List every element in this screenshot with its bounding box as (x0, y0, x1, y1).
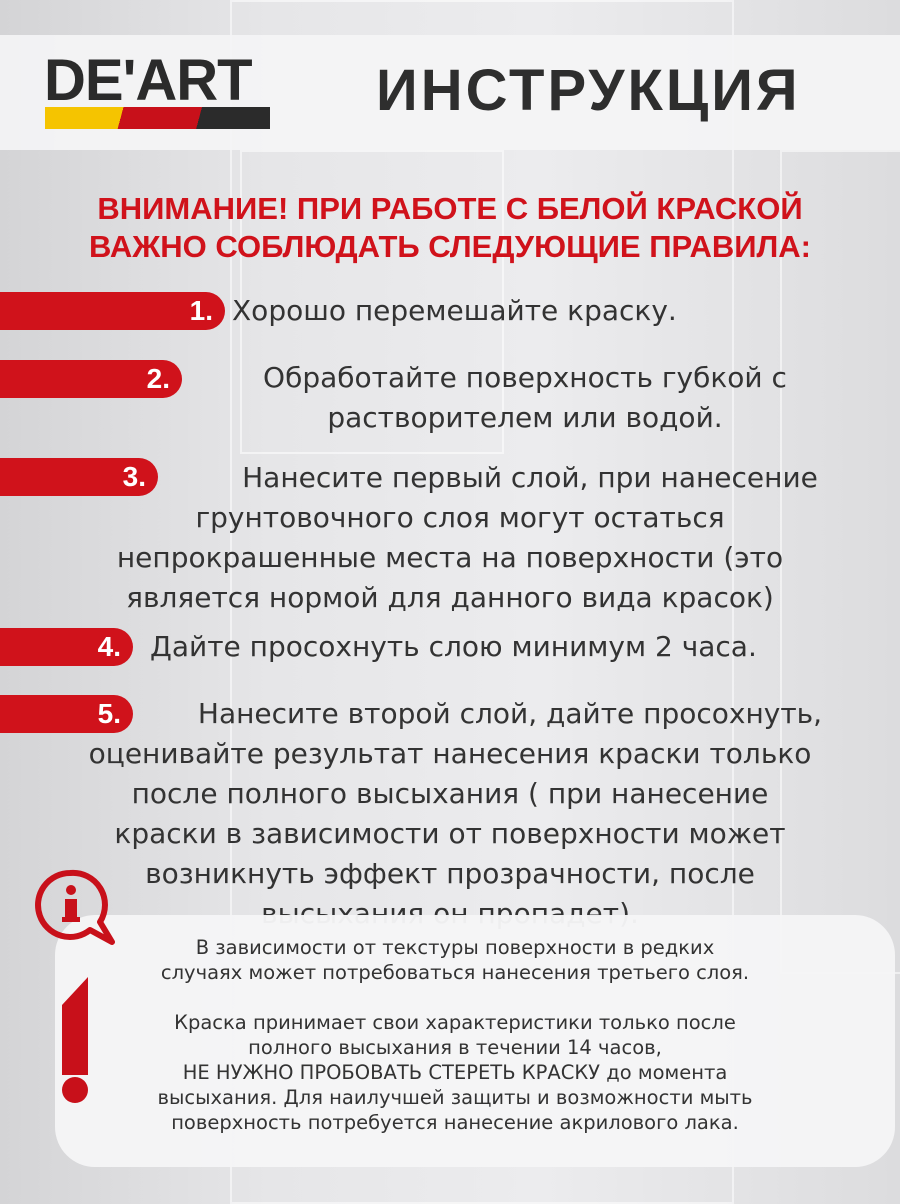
note-line: случаях может потребоваться нанесения тр… (160, 961, 750, 984)
note-line: поверхность потребуется нанесение акрило… (171, 1111, 739, 1134)
warning-line: ВНИМАНИЕ! ПРИ РАБОТЕ С БЕЛОЙ КРАСКОЙ (97, 191, 803, 226)
step-number-badge: 3. (0, 458, 158, 496)
note-line: Краска принимает свои характеристики тол… (174, 1011, 736, 1034)
step-line: грунтовочного слоя могут остаться (195, 501, 725, 534)
step-number-badge: 5. (0, 695, 133, 733)
note-paragraph: Краска принимает свои характеристики тол… (95, 1010, 815, 1135)
step-number-badge: 4. (0, 628, 133, 666)
note-line: В зависимости от текстуры поверхности в … (195, 936, 715, 959)
exclamation-icon (62, 977, 88, 1103)
warning-heading: ВНИМАНИЕ! ПРИ РАБОТЕ С БЕЛОЙ КРАСКОЙ ВАЖ… (0, 190, 900, 266)
step-text: Нанесите второй слой, дайте просохнуть, … (60, 694, 840, 934)
step-line: после полного высыхания ( при нанесение (131, 777, 769, 810)
page-title: ИНСТРУКЦИЯ (376, 58, 801, 123)
step-line: Нанесите первый слой, при нанесение (242, 461, 818, 494)
step-line: Дайте просохнуть слою минимум 2 часа. (150, 630, 757, 663)
step-line: возникнуть эффект прозрачности, после (145, 857, 755, 890)
step-number-badge: 2. (0, 360, 182, 398)
note-paragraph: В зависимости от текстуры поверхности в … (95, 935, 815, 985)
info-icon (35, 869, 115, 945)
logo-stripe (45, 107, 270, 129)
background-door-panel (240, 150, 504, 454)
header-band (0, 35, 900, 150)
note-line: НЕ НУЖНО ПРОБОВАТЬ СТЕРЕТЬ КРАСКУ до мом… (182, 1061, 728, 1084)
logo: DE'ART (44, 48, 253, 113)
note-line: полного высыхания в течении 14 часов, (248, 1036, 662, 1059)
step-text: Дайте просохнуть слою минимум 2 часа. (150, 627, 757, 667)
step-text: Нанесите первый слой, при нанесение грун… (80, 458, 820, 618)
step-text: Обработайте поверхность губкой с раствор… (150, 358, 830, 438)
step-line: непрокрашенные места на поверхности (это (116, 541, 784, 574)
step-line: Обработайте поверхность губкой с (263, 361, 787, 394)
step-number-badge: 1. (0, 292, 225, 330)
step-line: краски в зависимости от поверхности може… (114, 817, 786, 850)
warning-line: ВАЖНО СОБЛЮДАТЬ СЛЕДУЮЩИЕ ПРАВИЛА: (89, 229, 811, 264)
step-line: Хорошо перемешайте краску. (232, 294, 677, 327)
step-line: оценивайте результат нанесения краски то… (88, 737, 812, 770)
step-line: Нанесите второй слой, дайте просохнуть, (197, 697, 823, 730)
step-text: Хорошо перемешайте краску. (232, 291, 677, 331)
note-line: высыхания. Для наилучшей защиты и возмож… (157, 1086, 753, 1109)
step-line: растворителем или водой. (327, 401, 723, 434)
note-box (55, 915, 895, 1167)
step-line: является нормой для данного вида красок) (126, 581, 774, 614)
